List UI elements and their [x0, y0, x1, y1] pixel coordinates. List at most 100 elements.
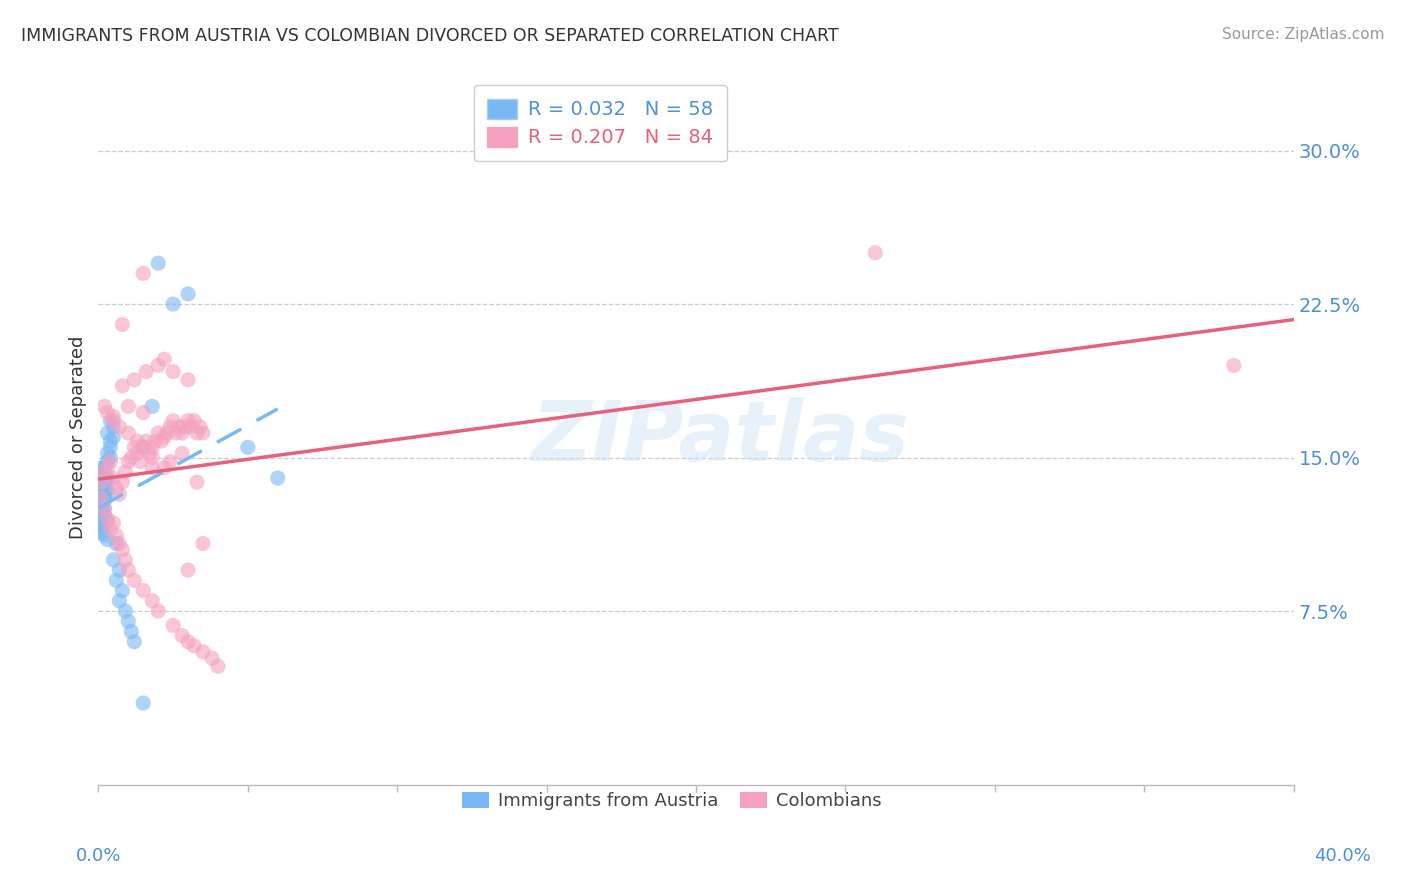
Point — [186, 425, 208, 440]
Point — [90, 498, 112, 512]
Point — [172, 425, 194, 440]
Point — [96, 455, 118, 469]
Point — [150, 434, 173, 449]
Point — [103, 430, 125, 444]
Point — [98, 440, 122, 454]
Point — [174, 420, 197, 434]
Point — [117, 425, 139, 440]
Point — [96, 512, 118, 526]
Point — [183, 639, 205, 653]
Point — [105, 574, 128, 588]
Point — [141, 594, 163, 608]
Point — [124, 634, 146, 648]
Point — [90, 471, 112, 485]
Point — [165, 425, 187, 440]
Point — [148, 359, 170, 373]
Point — [103, 516, 125, 530]
Point — [90, 526, 112, 541]
Point — [96, 533, 118, 547]
Point — [132, 440, 155, 454]
Point — [188, 420, 211, 434]
Point — [183, 414, 205, 428]
Point — [162, 414, 184, 428]
Point — [96, 485, 118, 500]
Point — [90, 481, 112, 495]
Point — [124, 373, 146, 387]
Point — [201, 651, 224, 665]
Point — [129, 455, 152, 469]
Point — [93, 487, 115, 501]
Point — [207, 659, 229, 673]
Point — [177, 634, 200, 648]
Legend: Immigrants from Austria, Colombians: Immigrants from Austria, Colombians — [456, 785, 889, 818]
Point — [108, 536, 131, 550]
Point — [93, 501, 115, 516]
Point — [191, 645, 214, 659]
Point — [105, 528, 128, 542]
Point — [117, 400, 139, 414]
Point — [98, 455, 122, 469]
Point — [138, 446, 160, 460]
Point — [132, 405, 155, 419]
Point — [105, 481, 128, 495]
Point — [117, 455, 139, 469]
Point — [96, 425, 118, 440]
Point — [98, 450, 122, 465]
Point — [191, 536, 214, 550]
Point — [93, 491, 115, 506]
Point — [90, 491, 112, 506]
Point — [153, 352, 176, 367]
Point — [865, 246, 887, 260]
Point — [90, 516, 112, 530]
Point — [93, 467, 115, 481]
Point — [148, 604, 170, 618]
Point — [98, 522, 122, 536]
Point — [96, 446, 118, 460]
Point — [127, 446, 149, 460]
Point — [93, 475, 115, 489]
Point — [93, 479, 115, 493]
Point — [96, 460, 118, 475]
Point — [180, 420, 202, 434]
Point — [132, 583, 155, 598]
Point — [117, 563, 139, 577]
Point — [90, 483, 112, 498]
Point — [177, 563, 200, 577]
Point — [111, 379, 134, 393]
Point — [93, 518, 115, 533]
Point — [177, 373, 200, 387]
Point — [186, 475, 208, 489]
Point — [153, 430, 176, 444]
Point — [90, 512, 112, 526]
Y-axis label: Divorced or Separated: Divorced or Separated — [69, 335, 87, 539]
Point — [111, 583, 134, 598]
Text: ZIPatlas: ZIPatlas — [531, 397, 908, 477]
Point — [124, 440, 146, 454]
Point — [98, 414, 122, 428]
Point — [267, 471, 290, 485]
Point — [172, 629, 194, 643]
Point — [90, 522, 112, 536]
Point — [90, 501, 112, 516]
Point — [103, 409, 125, 424]
Point — [132, 696, 155, 710]
Point — [103, 553, 125, 567]
Point — [96, 405, 118, 419]
Point — [114, 553, 136, 567]
Point — [111, 542, 134, 557]
Point — [103, 471, 125, 485]
Point — [90, 495, 112, 509]
Point — [141, 450, 163, 465]
Point — [98, 434, 122, 449]
Text: 0.0%: 0.0% — [76, 847, 121, 865]
Point — [167, 420, 190, 434]
Point — [148, 425, 170, 440]
Point — [120, 450, 142, 465]
Point — [90, 475, 112, 489]
Point — [114, 465, 136, 479]
Point — [108, 420, 131, 434]
Point — [135, 365, 157, 379]
Point — [93, 400, 115, 414]
Point — [111, 475, 134, 489]
Point — [143, 434, 166, 449]
